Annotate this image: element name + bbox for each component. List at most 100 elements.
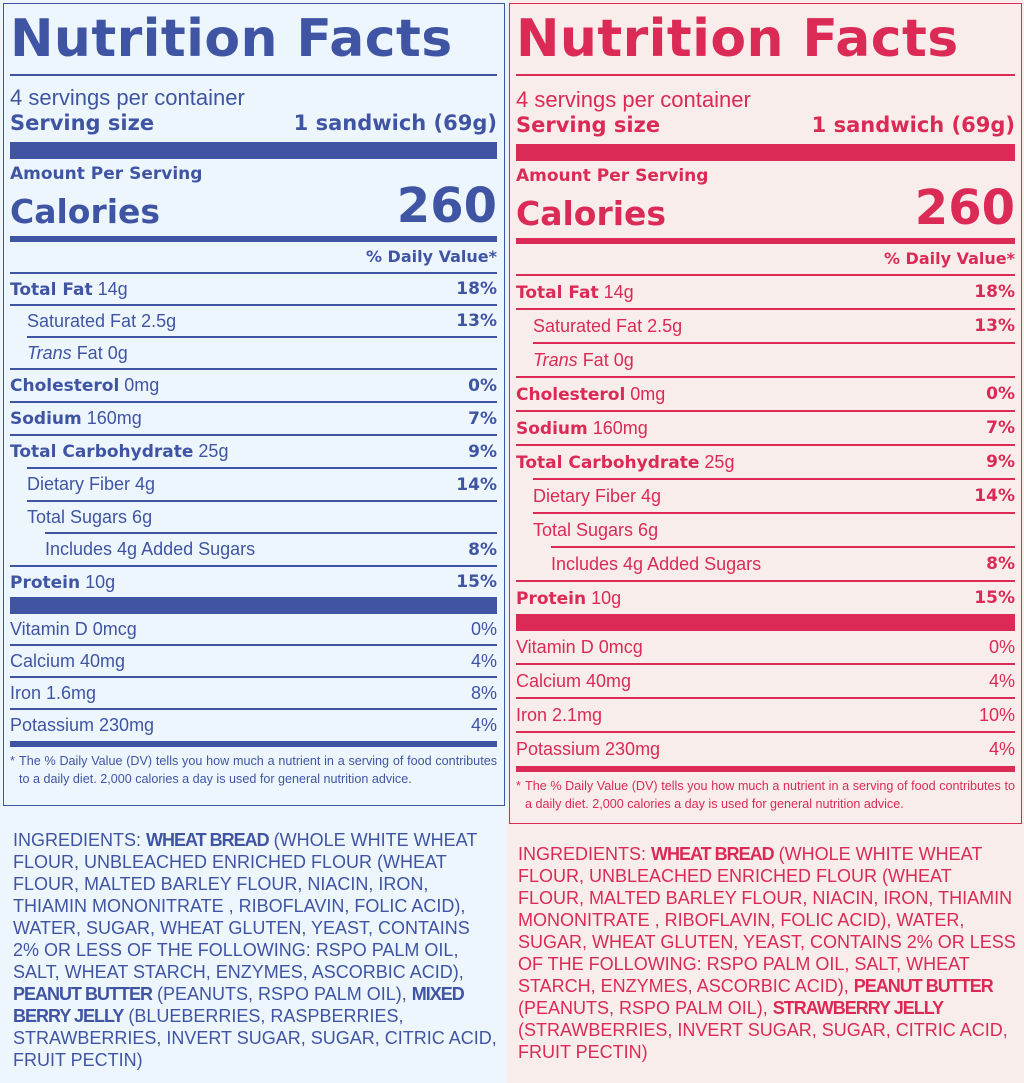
ingredients-prefix: INGREDIENTS: [13,830,147,850]
nutrient-amount: 14g [603,281,634,302]
divider [27,336,497,338]
divider [10,708,497,710]
divider [516,444,1015,446]
footnote-text: The % Daily Value (DV) tells you how muc… [525,779,1015,811]
nutrition-facts-title: Nutrition Facts [516,9,959,69]
nutrient-row-total-carbohydrate: Total Carbohydrate 25g 9% [516,446,1015,478]
serving-size-row: Serving size 1 sandwich (69g) [10,110,497,136]
divider [10,434,497,436]
nutrient-name: Dietary Fiber 4g [533,485,662,506]
nutrient-dv: 0% [468,375,497,396]
divider [516,308,1015,310]
thick-divider [10,597,497,614]
nutrient-amount: 25g [704,451,735,472]
nutrient-name: Total Sugars 6g [533,519,659,540]
nutrient-dv: 14% [456,474,497,495]
nutrient-dv: 13% [456,311,497,331]
ingredients-prefix: INGREDIENTS: [518,844,652,864]
nutrient-row-dietary-fiber: Dietary Fiber 4g 14% [10,469,497,500]
calories-value: 260 [396,178,497,234]
serving-size-value: 1 sandwich (69g) [811,113,1015,137]
nutrient-dv: 0% [986,384,1015,404]
divider [10,676,497,678]
nutrient-row-protein: Protein 10g 15% [10,567,497,597]
ingredient-highlight: WHEAT BREAD [146,830,270,850]
nutrient-name: Protein [10,572,81,593]
nutrient-dv: 9% [986,452,1015,472]
amount-per-serving: Amount Per Serving [10,164,203,184]
ingredient-highlight: WHEAT BREAD [651,844,775,864]
nutrient-dv: 8% [986,554,1015,574]
nutrient-name: Dietary Fiber 4g [27,474,156,494]
calories-row: Calories 260 [10,180,497,232]
nutrition-label-left: Nutrition Facts 4 servings per container… [10,4,497,788]
thick-divider [516,614,1015,631]
divider [10,401,497,403]
serving-size-label: Serving size [10,111,155,135]
vitamin-dv: 4% [988,670,1015,691]
divider [516,697,1015,699]
vitamin-name: Iron 1.6mg [10,682,97,703]
left-label-border [3,3,505,806]
trans-italic: Trans [27,342,72,363]
nutrient-amount: 25g [198,441,229,461]
footnote-text: The % Daily Value (DV) tells you how muc… [19,754,497,786]
nutrient-dv: 15% [456,572,497,592]
nutrient-name: Cholesterol [516,384,626,405]
vitamin-name: Calcium 40mg [516,670,632,691]
amount-per-serving: Amount Per Serving [516,166,709,186]
vitamin-dv: 8% [470,682,497,703]
calories-value: 260 [914,180,1015,236]
nutrient-row-added-sugars: Includes 4g Added Sugars 8% [10,534,497,565]
nutrient-name: Includes 4g Added Sugars [551,553,762,574]
daily-value-footnote: * The % Daily Value (DV) tells you how m… [10,753,497,788]
nutrient-row-total-carbohydrate: Total Carbohydrate 25g 9% [10,436,497,467]
nutrient-dv: 14% [974,486,1015,506]
nutrient-name: Sodium [516,418,588,439]
ingredient-text: (WHOLE WHITE WHEAT FLOUR, UNBLEACHED ENR… [13,830,477,982]
nutrient-row-added-sugars: Includes 4g Added Sugars 8% [516,548,1015,580]
daily-value-footnote: * The % Daily Value (DV) tells you how m… [516,778,1015,813]
vitamin-dv: 10% [978,704,1015,725]
nutrient-row-saturated-fat: Saturated Fat 2.5g 13% [516,310,1015,342]
vitamin-dv: 4% [470,650,497,671]
divider [10,368,497,370]
nutrient-amount: 10g [591,587,622,608]
nutrient-row-dietary-fiber: Dietary Fiber 4g 14% [516,480,1015,512]
daily-value-header: % Daily Value* [883,249,1015,268]
nutrient-name: Total Fat [10,279,93,300]
nutrient-name: Saturated Fat 2.5g [27,310,177,331]
vitamin-row: Iron 1.6mg 8% [10,678,497,708]
nutrient-amount: 0mg [124,375,160,395]
nutrient-row-saturated-fat: Saturated Fat 2.5g 13% [10,306,497,336]
divider [27,500,497,502]
nutrient-amount: 0mg [630,383,666,404]
calories-row: Calories 260 [516,182,1015,234]
medium-divider [516,766,1015,772]
calories-label: Calories [10,192,161,231]
nutrient-row-trans-fat: Trans Fat 0g [10,338,497,368]
nutrient-dv: 8% [468,539,497,560]
nutrient-dv: 7% [468,408,497,429]
nutrient-dv: 18% [456,279,497,299]
nutrient-name: Cholesterol [10,376,120,396]
thick-divider [516,144,1015,161]
vitamin-dv: 4% [988,739,1015,759]
ingredients-right: INGREDIENTS: WHEAT BREAD (WHOLE WHITE WH… [518,843,1016,1063]
nutrient-name: Includes 4g Added Sugars [45,539,256,559]
serving-size-value: 1 sandwich (69g) [293,111,497,135]
divider [533,478,1015,480]
nutrient-dv: 13% [974,316,1015,336]
vitamin-row: Calcium 40mg 4% [10,646,497,676]
nutrient-amount: 160mg [86,408,142,428]
vitamin-row: Vitamin D 0mcg 0% [10,614,497,644]
divider [27,467,497,469]
footnote-mark: * [10,754,15,768]
nutrient-amount: 10g [85,571,116,592]
servings-per-container: 4 servings per container [10,85,245,110]
vitamin-name: Vitamin D 0mcg [10,618,137,639]
nutrient-row-total-fat: Total Fat 14g 18% [516,276,1015,308]
ingredient-text: (PEANUTS, RSPO PALM OIL), [152,984,412,1004]
nutrient-dv: 7% [986,418,1015,438]
medium-divider [10,236,497,242]
